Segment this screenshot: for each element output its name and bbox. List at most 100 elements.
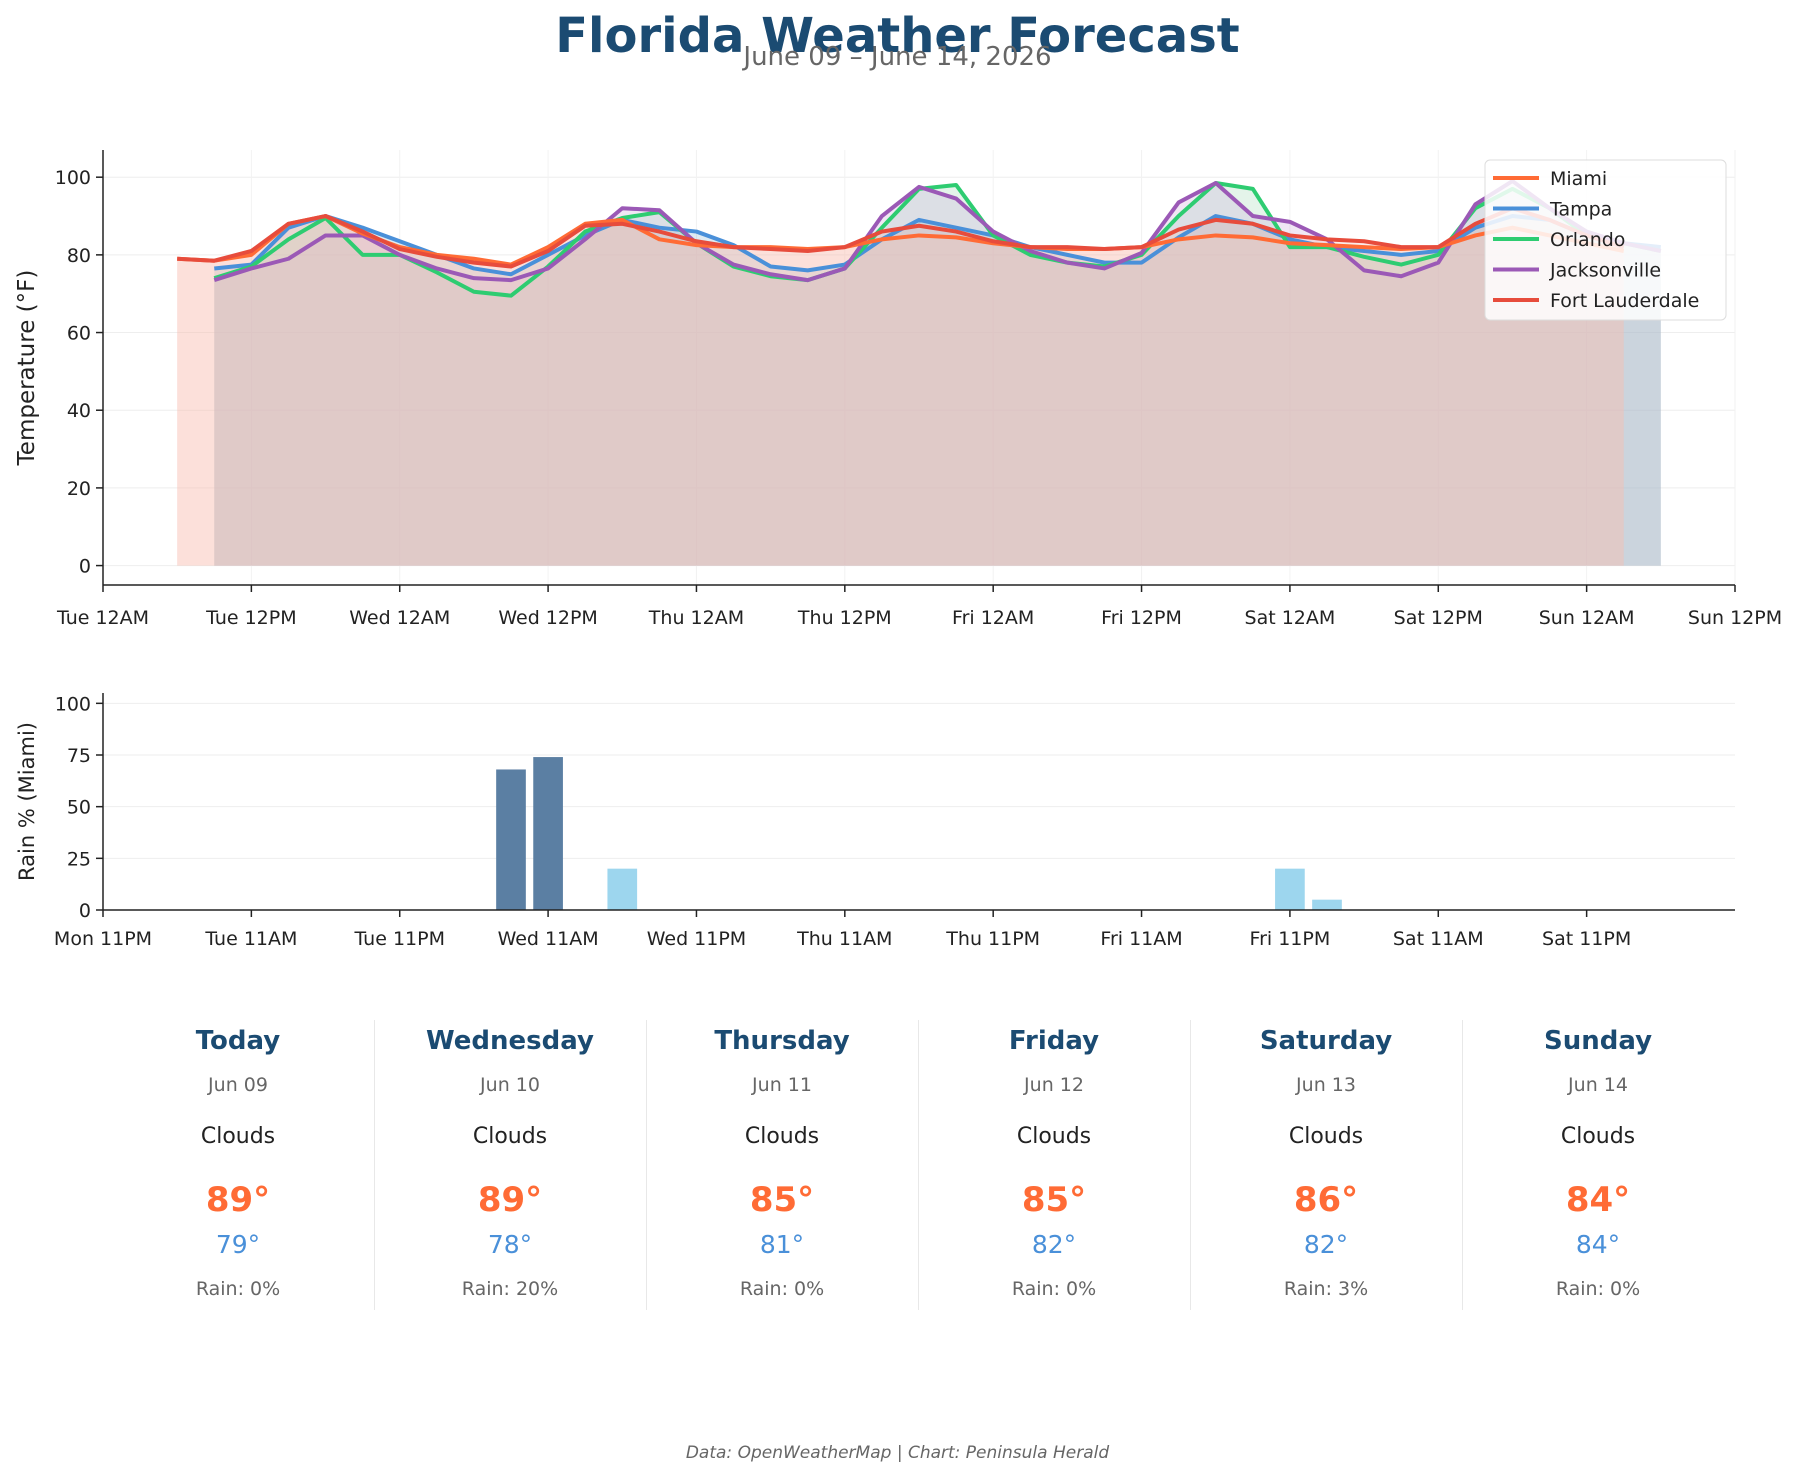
- forecast-date: Jun 11: [752, 1074, 812, 1096]
- rain-bar: [1312, 899, 1342, 910]
- x-tick-label: Sat 12PM: [1394, 607, 1483, 629]
- legend: Miami Tampa Orlando Jacksonville Fort Lauder…: [1484, 159, 1727, 321]
- x-tick-label: Sat 11AM: [1393, 928, 1484, 950]
- forecast-high: 86°: [1293, 1180, 1359, 1220]
- forecast-low: 81°: [759, 1230, 805, 1259]
- x-tick-label: Thu 11AM: [796, 928, 892, 950]
- card-divider: [374, 1020, 375, 1310]
- forecast-date: Jun 13: [1296, 1074, 1356, 1096]
- y-tick-label: 0: [79, 556, 91, 578]
- area-tampa: [214, 216, 1661, 566]
- y-tick-label: 75: [67, 745, 91, 767]
- source-credit: Data: OpenWeatherMap | Chart: Peninsula …: [685, 1443, 1110, 1463]
- x-tick-label: Sat 12AM: [1245, 607, 1336, 629]
- x-tick-label: Sat 11PM: [1542, 928, 1631, 950]
- area-fort-lauderdale: [177, 208, 1624, 566]
- y-axis-label: Temperature (°F): [14, 270, 40, 467]
- x-tick-label: Thu 11PM: [945, 928, 1040, 950]
- page-title: Florida Weather Forecast: [555, 8, 1240, 64]
- x-tick-label: Wed 12AM: [349, 607, 450, 629]
- y-tick-label: 60: [67, 323, 91, 345]
- x-tick-label: Tue 12AM: [56, 607, 149, 629]
- forecast-low: 82°: [1303, 1230, 1349, 1259]
- card-divider: [1462, 1020, 1463, 1310]
- x-tick-label: Thu 12AM: [648, 607, 744, 629]
- forecast-condition: Clouds: [200, 1124, 276, 1149]
- y-tick-label: 25: [67, 848, 91, 870]
- forecast-high: 85°: [1021, 1180, 1087, 1220]
- forecast-day: Wednesday: [426, 1026, 594, 1056]
- forecast-condition: Clouds: [1288, 1124, 1364, 1149]
- forecast-day: Friday: [1008, 1026, 1100, 1056]
- legend-label: Miami: [1550, 168, 1607, 190]
- legend-box: [1484, 159, 1727, 321]
- forecast-condition: Clouds: [744, 1124, 820, 1149]
- forecast-high: 85°: [749, 1180, 815, 1220]
- forecast-low: 84°: [1575, 1230, 1621, 1259]
- area-orlando: [214, 183, 1661, 566]
- rain-bar: [607, 868, 638, 910]
- legend-label: Jacksonville: [1549, 260, 1661, 282]
- y-tick-label: 50: [67, 797, 91, 819]
- forecast-day: Saturday: [1259, 1026, 1393, 1056]
- area-jacksonville: [214, 181, 1661, 566]
- x-tick-label: Fri 11AM: [1100, 928, 1182, 950]
- forecast-rain: Rain: 0%: [1555, 1278, 1641, 1300]
- forecast-date: Jun 14: [1568, 1074, 1628, 1096]
- forecast-rain: Rain: 3%: [1283, 1278, 1369, 1300]
- y-tick-label: 80: [67, 245, 91, 267]
- line-jacksonville: [213, 179, 1662, 283]
- rain-bar: [533, 757, 563, 910]
- legend-label: Orlando: [1550, 229, 1625, 251]
- x-tick-label: Tue 12PM: [205, 607, 297, 629]
- card-divider: [918, 1020, 919, 1310]
- y-tick-label: 40: [67, 400, 91, 422]
- forecast-condition: Clouds: [1560, 1124, 1636, 1149]
- forecast-day: Sunday: [1543, 1026, 1653, 1056]
- forecast-date: Jun 09: [208, 1074, 268, 1096]
- card-divider: [1190, 1020, 1191, 1310]
- forecast-day: Today: [195, 1026, 281, 1056]
- temperature-chart: 0 20 40 60 80 100 Tue 12AM Tue 12PM Wed 12AM Wed …: [14, 150, 1782, 629]
- line-fort-lauderdale: [177, 206, 1625, 269]
- forecast-low: 82°: [1031, 1230, 1077, 1259]
- x-tick-label: Wed 12PM: [498, 607, 598, 629]
- line-orlando: [213, 181, 1662, 298]
- x-tick-label: Wed 11AM: [498, 928, 599, 950]
- legend-label: Tampa: [1549, 199, 1612, 221]
- forecast-rain: Rain: 0%: [739, 1278, 825, 1300]
- x-tick-label: Sun 12PM: [1688, 607, 1782, 629]
- forecast-day: Thursday: [714, 1026, 850, 1056]
- x-tick-label: Wed 11PM: [647, 928, 747, 950]
- forecast-rain: Rain: 0%: [195, 1278, 281, 1300]
- x-tick-label: Fri 11PM: [1250, 928, 1331, 950]
- page-subtitle: June 09 – June 14, 2026: [743, 42, 1052, 72]
- x-tick-label: Sun 12AM: [1539, 607, 1635, 629]
- forecast-low: 79°: [215, 1230, 261, 1259]
- x-tick-label: Tue 11PM: [353, 928, 445, 950]
- area-miami: [177, 216, 1624, 566]
- y-tick-label: 100: [55, 693, 91, 715]
- forecast-rain: Rain: 0%: [1011, 1278, 1097, 1300]
- forecast-low: 78°: [487, 1230, 533, 1259]
- y-tick-label: 100: [55, 167, 91, 189]
- forecast-condition: Clouds: [1016, 1124, 1092, 1149]
- legend-label: Fort Lauderdale: [1550, 290, 1699, 312]
- y-tick-label: 20: [67, 478, 91, 500]
- forecast-condition: Clouds: [472, 1124, 548, 1149]
- y-axis-label: Rain % (Miami): [15, 722, 39, 881]
- forecast-high: 84°: [1565, 1180, 1631, 1220]
- forecast-date: Jun 10: [480, 1074, 540, 1096]
- x-tick-label: Fri 12PM: [1101, 607, 1182, 629]
- x-tick-label: Tue 11AM: [204, 928, 297, 950]
- rain-bar: [496, 769, 526, 910]
- forecast-rain: Rain: 20%: [461, 1278, 559, 1300]
- forecast-high: 89°: [205, 1180, 271, 1220]
- forecast-date: Jun 12: [1024, 1074, 1084, 1096]
- rain-bar: [1275, 868, 1305, 910]
- x-tick-label: Fri 12AM: [952, 607, 1034, 629]
- card-divider: [646, 1020, 647, 1310]
- forecast-high: 89°: [477, 1180, 543, 1220]
- x-tick-label: Mon 11PM: [54, 928, 152, 950]
- rain-chart: 0 25 50 75 100 Mon 11PM Tue 11AM Tue 11PM Wed 11…: [15, 693, 1735, 950]
